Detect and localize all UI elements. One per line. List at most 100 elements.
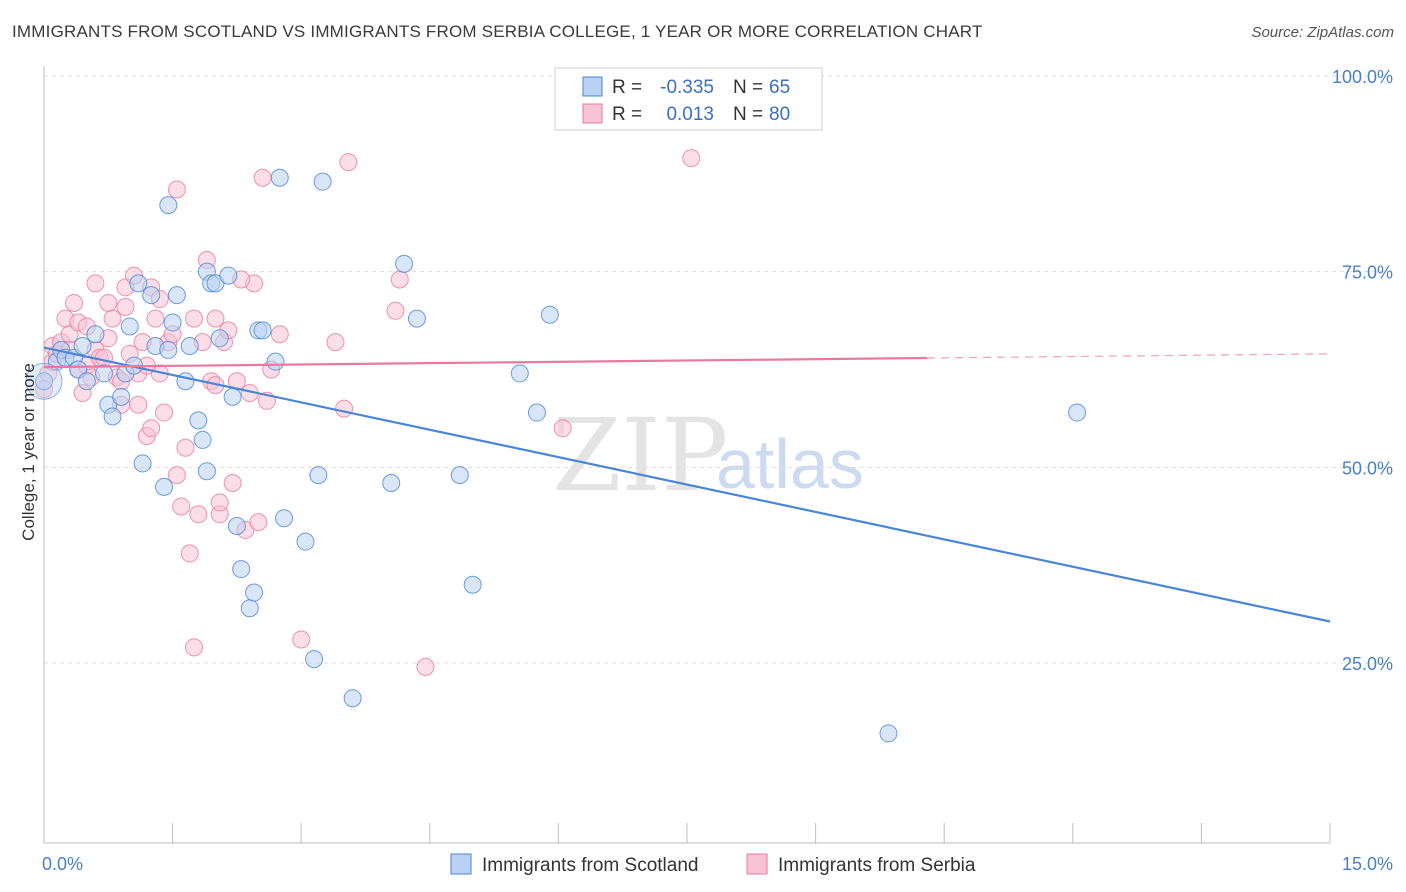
x-tick-label: 15.0% — [1342, 854, 1393, 874]
scotland-point — [540, 305, 559, 324]
scotland-point — [176, 372, 195, 391]
serbia-point — [249, 513, 268, 532]
scotland-point — [95, 364, 114, 383]
scotland-point — [382, 473, 401, 492]
serbia-point — [223, 473, 242, 492]
serbia-point — [206, 309, 225, 328]
y-tick-label: 25.0% — [1342, 654, 1393, 674]
x-tick-label: 0.0% — [42, 854, 83, 874]
scotland-point — [232, 560, 251, 579]
serbia-point — [103, 309, 122, 328]
serbia-point — [146, 309, 165, 328]
scotland-point — [879, 724, 898, 743]
serbia-point — [142, 419, 161, 438]
chart-title: IMMIGRANTS FROM SCOTLAND VS IMMIGRANTS F… — [12, 22, 983, 41]
serbia-point — [129, 395, 148, 414]
scotland-point — [103, 407, 122, 426]
scotland-point — [450, 466, 469, 485]
serbia-point — [553, 419, 572, 438]
serbia-point — [390, 270, 409, 289]
y-tick-label: 100.0% — [1332, 67, 1393, 87]
legend-n-label-serbia: N = — [733, 104, 763, 125]
scotland-point — [159, 196, 178, 215]
scotland-point — [296, 532, 315, 551]
legend-swatch-serbia — [582, 103, 603, 124]
serbia-point — [86, 274, 105, 293]
serbia-point — [116, 297, 135, 316]
scotland-point — [112, 387, 131, 406]
serbia-point — [155, 403, 174, 422]
scotland-point — [463, 575, 482, 594]
scotland-point — [305, 650, 324, 669]
y-axis-label: College, 1 year or more — [19, 363, 38, 541]
axes — [43, 66, 1331, 844]
scotland-point — [189, 411, 208, 430]
legend-n-serbia: 80 — [769, 104, 790, 125]
scotland-point — [163, 313, 182, 332]
serbia-point — [416, 657, 435, 676]
scotland-point — [73, 337, 92, 356]
serbia-point — [176, 438, 195, 457]
serbia-point — [292, 630, 311, 649]
serbia-point — [326, 333, 345, 352]
serbia-point — [270, 325, 289, 344]
scotland-point — [77, 372, 96, 391]
correlation-legend: R = -0.335 N = 65 R = 0.013 N = 80 — [554, 67, 823, 131]
source-label: Source: ZipAtlas.com — [1251, 24, 1394, 41]
scotland-point — [343, 689, 362, 708]
scotland-point — [266, 352, 285, 371]
watermark-zip: ZIP — [552, 397, 728, 514]
serbia-trend-line — [43, 356, 928, 369]
serbia-point — [386, 301, 405, 320]
serbia-point — [253, 168, 272, 187]
scotland-point — [407, 309, 426, 328]
scotland-point — [527, 403, 546, 422]
legend-r-serbia: 0.013 — [666, 104, 714, 125]
serbia-point — [185, 638, 204, 657]
scotland-point — [240, 599, 259, 618]
scotland-point — [193, 430, 212, 449]
serbia-point — [210, 493, 229, 512]
scotland-point — [210, 329, 229, 348]
scotland-point — [510, 364, 529, 383]
scotland-point — [159, 340, 178, 359]
scotland-point — [275, 509, 294, 528]
scotland-point — [35, 372, 53, 391]
serbia-points — [35, 149, 701, 676]
scotland-point — [180, 337, 199, 356]
scotland-point — [129, 274, 148, 293]
serbia-point — [335, 399, 354, 418]
scotland-point — [155, 477, 174, 496]
y-tick-label: 50.0% — [1342, 458, 1393, 478]
bottom-legend-swatch-serbia — [746, 853, 768, 875]
scotland-point — [313, 172, 332, 191]
serbia-point — [172, 497, 191, 516]
scotland-point — [245, 583, 264, 602]
serbia-point — [185, 309, 204, 328]
serbia-trend-line-extension — [927, 353, 1331, 359]
legend-r-label-scotland: R = — [612, 77, 642, 98]
scotland-point — [197, 462, 216, 481]
scotland-point — [395, 254, 414, 273]
serbia-point — [189, 505, 208, 524]
serbia-point — [95, 348, 114, 367]
legend-n-scotland: 65 — [769, 77, 790, 98]
legend-r-label-serbia: R = — [612, 104, 642, 125]
serbia-point — [99, 293, 118, 312]
serbia-point — [167, 180, 186, 199]
scotland-point — [309, 466, 328, 485]
serbia-point — [180, 544, 199, 563]
scotland-point — [253, 321, 272, 340]
tick-labels: 100.0% 75.0% 50.0% 25.0% 0.0% 15.0% — [42, 67, 1393, 874]
scotland-point — [227, 517, 246, 536]
serbia-point — [682, 149, 701, 168]
serbia-point — [65, 293, 84, 312]
scotland-point — [167, 286, 186, 305]
scotland-trend-line — [43, 346, 1331, 623]
scotland-point-large — [25, 362, 63, 400]
legend-n-label-scotland: N = — [733, 77, 763, 98]
scotland-point — [223, 387, 242, 406]
bottom-legend-scotland: Immigrants from Scotland — [482, 855, 698, 876]
watermark-atlas: atlas — [716, 425, 864, 503]
bottom-legend-swatch-scotland — [450, 853, 472, 875]
